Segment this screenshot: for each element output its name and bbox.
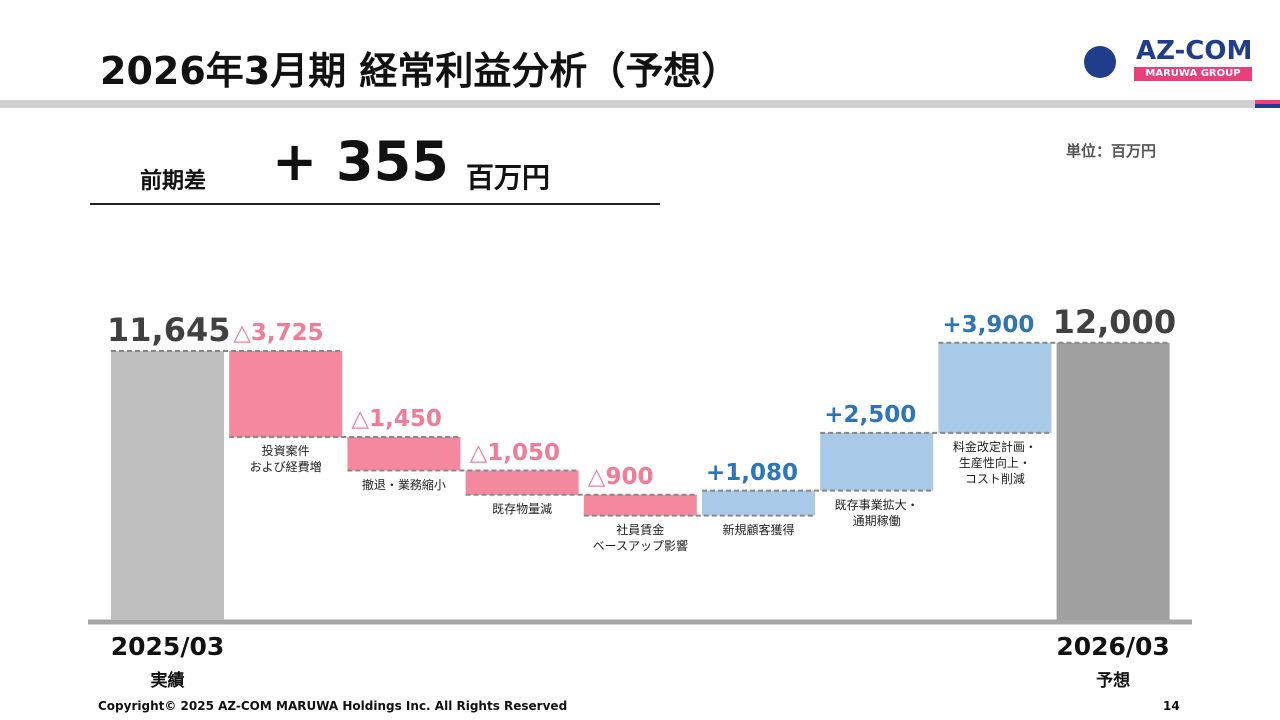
bar bbox=[111, 351, 224, 620]
summary-unit: 百万円 bbox=[466, 161, 551, 194]
page-number: 14 bbox=[1163, 699, 1180, 713]
bar bbox=[465, 470, 579, 495]
bar bbox=[583, 494, 697, 516]
category-label: 投資案件 および経費増 bbox=[249, 444, 322, 475]
bar bbox=[1056, 342, 1170, 620]
value-label: △900 bbox=[587, 463, 654, 490]
category-label: 既存事業拡大・ 通期稼働 bbox=[834, 497, 919, 528]
bar bbox=[820, 432, 934, 491]
logo-mark bbox=[1084, 46, 1116, 78]
value-label: 12,000 bbox=[1052, 302, 1177, 341]
bar bbox=[347, 437, 461, 471]
category-label: 既存物量減 bbox=[492, 501, 553, 516]
category-note: 実績 bbox=[150, 671, 185, 691]
value-label: 11,645 bbox=[107, 311, 231, 349]
value-label: +1,080 bbox=[706, 459, 799, 486]
value-label: △3,725 bbox=[233, 320, 324, 346]
copyright: Copyright© 2025 AZ-COM MARUWA Holdings I… bbox=[98, 699, 568, 713]
category-label: 2026/03 bbox=[1056, 632, 1170, 661]
unit-note: 単位：百万円 bbox=[1066, 142, 1157, 160]
logo-text: AZ-COM bbox=[1136, 36, 1253, 66]
bar bbox=[229, 351, 343, 438]
summary-value: + 355 bbox=[272, 130, 449, 193]
logo-sub: MARUWA GROUP bbox=[1145, 68, 1241, 79]
bar bbox=[938, 342, 1052, 433]
category-label: 撤退・業務縮小 bbox=[361, 477, 446, 492]
value-label: +2,500 bbox=[824, 401, 917, 428]
summary-label: 前期差 bbox=[140, 169, 207, 194]
category-label: 料金改定計画・ 生産性向上・ コスト削減 bbox=[952, 439, 1037, 486]
logo-band bbox=[1134, 67, 1252, 81]
bar bbox=[702, 490, 815, 516]
value-label: +3,900 bbox=[942, 311, 1035, 338]
value-label: △1,450 bbox=[351, 406, 442, 433]
category-label: 新規顧客獲得 bbox=[722, 522, 795, 537]
category-label: 2025/03 bbox=[110, 632, 225, 661]
category-label: 社員賃金 ベースアップ影響 bbox=[592, 522, 688, 553]
value-label: △1,050 bbox=[469, 439, 561, 466]
header-accent bbox=[1255, 100, 1280, 104]
title: 2026年3月期 経常利益分析（予想） bbox=[100, 49, 740, 93]
header-accent bbox=[1255, 104, 1280, 108]
category-note: 予想 bbox=[1096, 671, 1131, 691]
header-bar bbox=[0, 100, 1255, 108]
